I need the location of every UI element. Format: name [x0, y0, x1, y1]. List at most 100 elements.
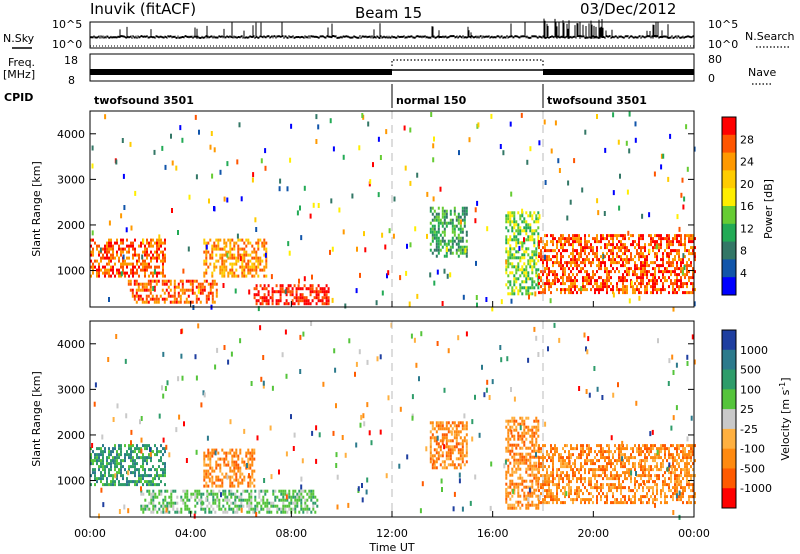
heatmap-cell — [531, 259, 534, 263]
heatmap-cell — [568, 288, 570, 292]
heatmap-cell — [533, 211, 536, 215]
heatmap-cell — [638, 234, 640, 238]
heatmap-cell — [270, 504, 273, 508]
heatmap-cell — [277, 299, 280, 303]
heatmap-cell — [110, 462, 112, 466]
heatmap-cell — [578, 495, 580, 499]
heatmap-cell — [634, 492, 636, 496]
heatmap-cell — [636, 285, 638, 289]
heatmap-cell — [254, 504, 257, 508]
heatmap-cell — [640, 495, 642, 499]
heatmap-cell — [566, 477, 568, 481]
heatmap-cell — [690, 415, 693, 421]
heatmap-cell — [507, 503, 510, 507]
heatmap-cell — [674, 267, 676, 271]
heatmap-cell — [329, 249, 331, 255]
heatmap-cell — [138, 471, 140, 475]
heatmap-cell — [660, 456, 662, 460]
heatmap-cell — [560, 465, 562, 469]
heatmap-cell — [642, 282, 644, 286]
heatmap-cell — [155, 297, 158, 301]
heatmap-cell — [562, 237, 564, 241]
heatmap-cell — [564, 261, 566, 265]
heatmap-cell — [314, 501, 317, 505]
heatmap-cell — [626, 288, 628, 292]
heatmap-cell — [209, 457, 212, 461]
heatmap-cell — [531, 482, 534, 486]
heatmap-cell — [230, 507, 233, 511]
heatmap-cell — [231, 448, 234, 452]
heatmap-cell — [652, 489, 654, 493]
heatmap-cell — [459, 430, 462, 434]
heatmap-cell — [676, 282, 678, 286]
heatmap-cell — [640, 264, 642, 268]
heatmap-cell — [227, 271, 230, 275]
heatmap-cell — [567, 180, 570, 186]
heatmap-cell — [198, 129, 200, 135]
heatmap-cell — [165, 444, 168, 450]
heatmap-cell — [221, 478, 224, 482]
heatmap-cell — [588, 279, 590, 283]
heatmap-cell — [245, 466, 248, 470]
heatmap-cell — [150, 259, 152, 263]
heatmap-cell — [668, 291, 670, 295]
heatmap-cell — [221, 457, 224, 461]
heatmap-cell — [369, 179, 372, 185]
heatmap-cell — [537, 494, 540, 498]
heatmap-cell — [118, 256, 120, 260]
heatmap-cell — [154, 507, 157, 511]
heatmap-cell — [568, 261, 570, 265]
heatmap-cell — [560, 258, 562, 262]
heatmap-cell — [652, 447, 654, 451]
heatmap-cell — [523, 220, 526, 224]
heatmap-cell — [128, 447, 130, 451]
heatmap-cell — [203, 454, 206, 458]
heatmap-cell — [544, 267, 546, 271]
heatmap-cell — [590, 498, 592, 502]
heatmap-cell — [654, 240, 656, 244]
heatmap-cell — [158, 507, 161, 511]
heatmap-cell — [237, 259, 240, 263]
heatmap-cell — [140, 507, 143, 511]
heatmap-cell — [648, 264, 650, 268]
heatmap-cell — [120, 462, 122, 466]
heatmap-cell — [552, 456, 554, 460]
colorbar-tick-label: 28 — [740, 133, 754, 146]
heatmap-cell — [253, 296, 256, 300]
heatmap-cell — [533, 419, 536, 423]
heatmap-cell — [626, 459, 628, 463]
heatmap-cell — [184, 504, 187, 508]
heatmap-cell — [229, 268, 232, 272]
heatmap-cell — [191, 300, 194, 304]
heatmap-cell — [624, 477, 626, 481]
heatmap-cell — [596, 258, 598, 262]
heatmap-cell — [261, 299, 264, 303]
heatmap-cell — [594, 288, 596, 292]
heatmap-cell — [136, 253, 138, 257]
heatmap-cell — [535, 214, 538, 218]
heatmap-cell — [201, 288, 204, 292]
heatmap-cell — [453, 227, 456, 231]
heatmap-cell — [521, 482, 524, 486]
heatmap-cell — [231, 268, 234, 272]
heatmap-cell — [681, 269, 684, 275]
heatmap-cell — [254, 507, 257, 511]
heatmap-cell — [96, 459, 98, 463]
heatmap-cell — [150, 468, 152, 472]
heatmap-cell — [459, 421, 462, 425]
heatmap-cell — [588, 276, 590, 280]
heatmap-cell — [114, 444, 116, 448]
heatmap-cell — [200, 495, 203, 499]
heatmap-cell — [568, 480, 570, 484]
heatmap-cell — [564, 501, 566, 505]
heatmap-cell — [205, 259, 208, 263]
heatmap-cell — [550, 285, 552, 289]
heatmap-cell — [251, 475, 254, 479]
heatmap-cell — [177, 300, 180, 304]
heatmap-cell — [211, 274, 214, 278]
heatmap-cell — [624, 279, 626, 283]
heatmap-cell — [626, 267, 628, 271]
heatmap-cell — [120, 241, 122, 245]
heatmap-cell — [104, 447, 106, 451]
heatmap-cell — [433, 227, 436, 231]
